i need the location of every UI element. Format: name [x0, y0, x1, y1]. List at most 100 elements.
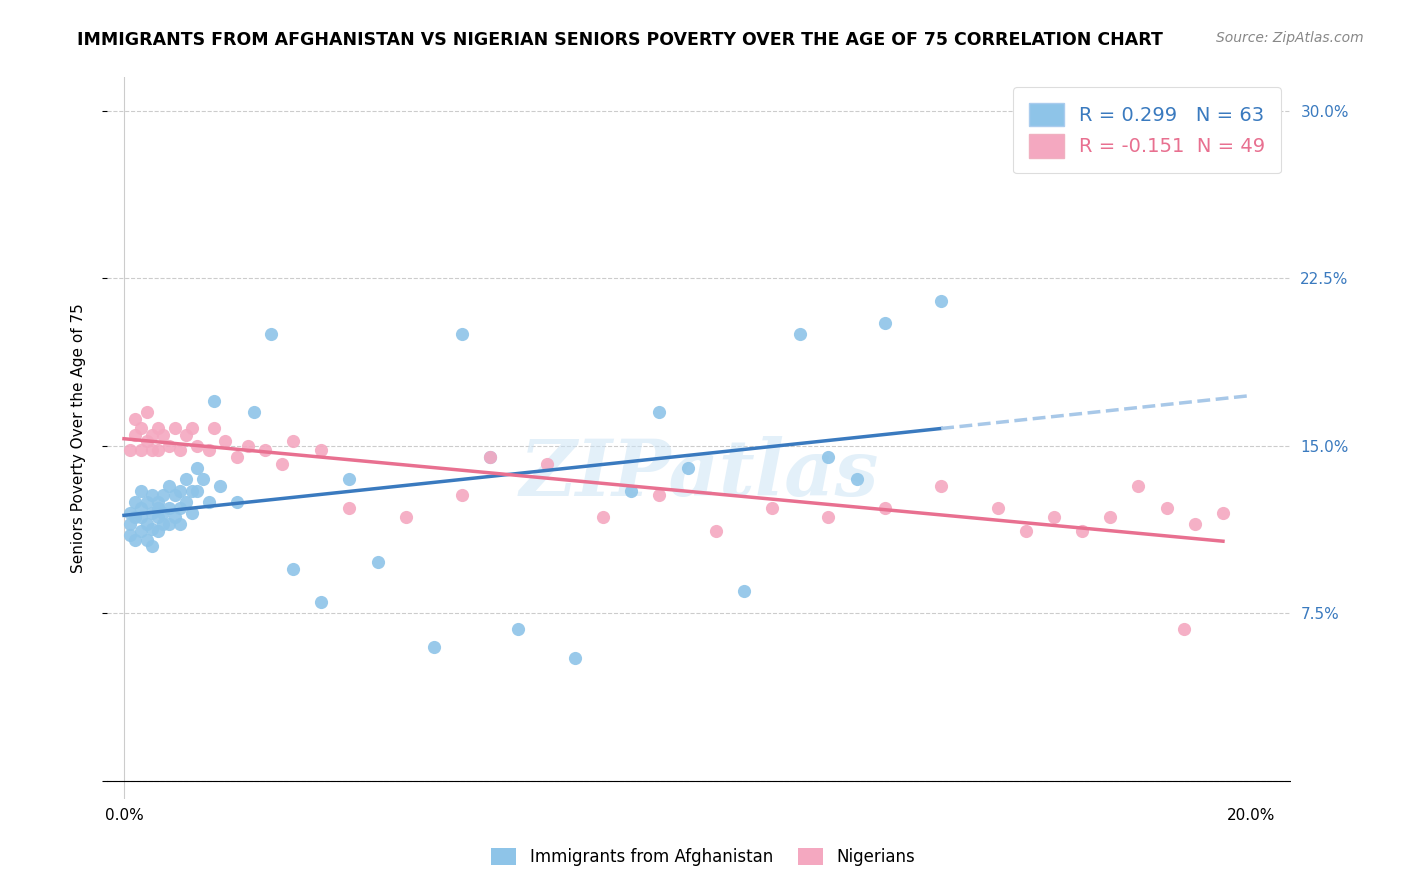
Point	[129, 421, 152, 435]
Point	[309, 595, 332, 609]
Point	[208, 479, 231, 493]
Point	[180, 421, 202, 435]
Point	[1043, 510, 1066, 524]
Point	[146, 443, 169, 458]
Point	[986, 501, 1008, 516]
Point	[124, 510, 146, 524]
Point	[1099, 510, 1122, 524]
Point	[214, 434, 236, 449]
Point	[451, 327, 474, 342]
Point	[1184, 517, 1206, 532]
Y-axis label: Seniors Poverty Over the Age of 75: Seniors Poverty Over the Age of 75	[72, 303, 86, 573]
Point	[124, 427, 146, 442]
Point	[309, 443, 332, 458]
Point	[157, 517, 180, 532]
Point	[157, 501, 180, 516]
Point	[339, 472, 361, 486]
Point	[141, 488, 163, 502]
Point	[124, 494, 146, 508]
Point	[620, 483, 643, 498]
Point	[157, 479, 180, 493]
Point	[676, 461, 699, 475]
Point	[648, 488, 671, 502]
Point	[873, 501, 896, 516]
Point	[152, 506, 174, 520]
Point	[152, 488, 174, 502]
Point	[135, 434, 157, 449]
Point	[191, 472, 214, 486]
Point	[1015, 524, 1038, 538]
Point	[508, 622, 530, 636]
Point	[141, 540, 163, 554]
Point	[761, 501, 783, 516]
Point	[174, 494, 197, 508]
Point	[124, 412, 146, 426]
Point	[169, 501, 191, 516]
Point	[141, 506, 163, 520]
Point	[141, 427, 163, 442]
Point	[146, 501, 169, 516]
Point	[225, 450, 247, 464]
Point	[564, 651, 586, 665]
Point	[202, 421, 225, 435]
Legend: R = 0.299   N = 63, R = -0.151  N = 49: R = 0.299 N = 63, R = -0.151 N = 49	[1014, 87, 1281, 174]
Point	[733, 584, 755, 599]
Point	[141, 443, 163, 458]
Point	[197, 443, 219, 458]
Point	[479, 450, 502, 464]
Point	[146, 524, 169, 538]
Point	[817, 510, 839, 524]
Point	[395, 510, 418, 524]
Point	[118, 506, 141, 520]
Point	[479, 450, 502, 464]
Point	[124, 533, 146, 547]
Point	[186, 439, 208, 453]
Point	[929, 293, 952, 308]
Point	[873, 316, 896, 330]
Point	[152, 427, 174, 442]
Legend: Immigrants from Afghanistan, Nigerians: Immigrants from Afghanistan, Nigerians	[485, 841, 921, 873]
Point	[242, 405, 264, 419]
Point	[536, 457, 558, 471]
Point	[157, 439, 180, 453]
Point	[270, 457, 292, 471]
Point	[141, 522, 163, 536]
Point	[180, 506, 202, 520]
Point	[186, 461, 208, 475]
Point	[129, 524, 152, 538]
Point	[704, 524, 727, 538]
Point	[163, 510, 186, 524]
Point	[163, 488, 186, 502]
Point	[1071, 524, 1094, 538]
Point	[845, 472, 868, 486]
Point	[281, 562, 304, 576]
Point	[1128, 479, 1150, 493]
Point	[259, 327, 281, 342]
Point	[186, 483, 208, 498]
Point	[174, 472, 197, 486]
Point	[146, 494, 169, 508]
Point	[180, 483, 202, 498]
Point	[146, 510, 169, 524]
Point	[129, 501, 152, 516]
Point	[648, 405, 671, 419]
Point	[1156, 501, 1178, 516]
Point	[129, 443, 152, 458]
Point	[1173, 622, 1195, 636]
Point	[135, 405, 157, 419]
Point	[253, 443, 276, 458]
Point	[169, 517, 191, 532]
Point	[135, 533, 157, 547]
Point	[146, 421, 169, 435]
Point	[197, 494, 219, 508]
Point	[789, 327, 811, 342]
Point	[367, 555, 389, 569]
Point	[129, 483, 152, 498]
Text: Source: ZipAtlas.com: Source: ZipAtlas.com	[1216, 31, 1364, 45]
Text: ZIPatlas: ZIPatlas	[519, 436, 879, 512]
Point	[118, 528, 141, 542]
Point	[169, 483, 191, 498]
Point	[592, 510, 614, 524]
Point	[118, 443, 141, 458]
Point	[174, 427, 197, 442]
